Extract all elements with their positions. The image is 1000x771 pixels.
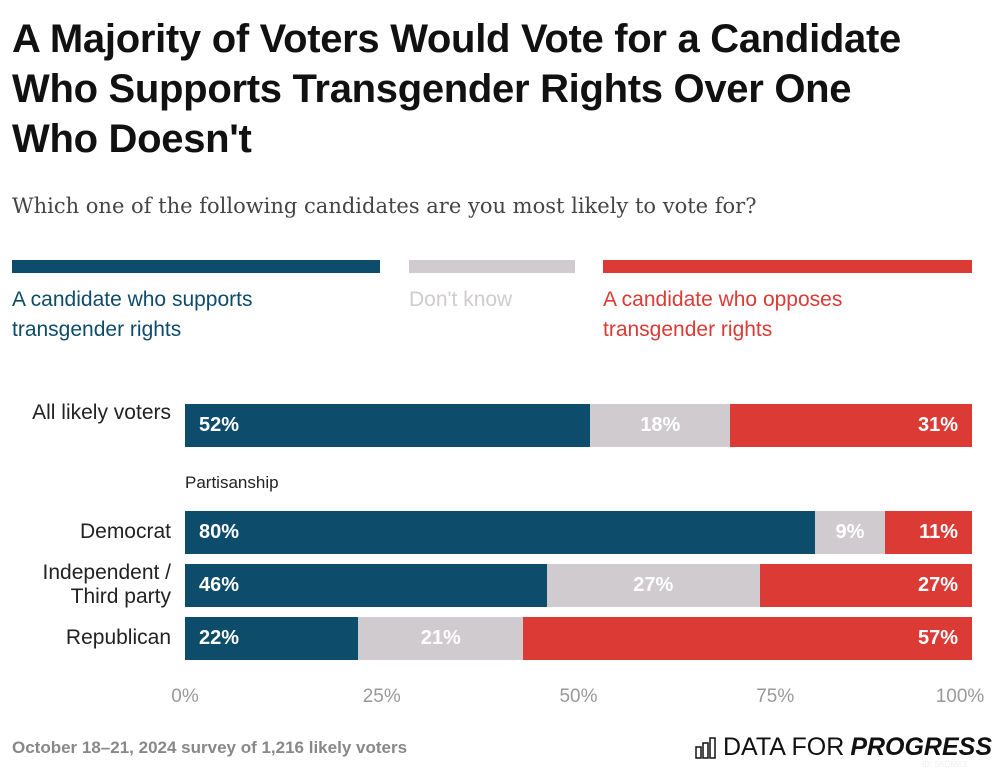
data-label: 57% — [917, 627, 958, 649]
legend-swatch — [12, 260, 380, 273]
category-label: Republican — [65, 626, 171, 649]
legend-label: A candidate who opposes transgender righ… — [603, 288, 843, 341]
watermark: ID: S6OME3 — [922, 760, 967, 769]
bar-segment — [814, 511, 886, 554]
bar-segment — [185, 617, 359, 660]
bar-segment — [185, 404, 591, 447]
data-label: 27% — [917, 574, 958, 596]
bar-segment — [185, 564, 548, 607]
bar-segment — [590, 404, 731, 447]
footer-note: October 18–21, 2024 survey of 1,216 like… — [12, 738, 408, 757]
data-label: 80% — [199, 521, 240, 543]
category-label: Independent / Third party — [42, 561, 171, 608]
bar-segment — [547, 564, 760, 607]
x-tick-label: 25% — [362, 686, 401, 707]
data-label: 9% — [835, 521, 865, 543]
x-tick-label: 75% — [756, 686, 795, 707]
category-label: All likely voters — [32, 401, 171, 424]
data-label: 21% — [420, 627, 461, 649]
data-label: 52% — [199, 414, 240, 436]
legend-item: Don't know — [409, 260, 575, 315]
data-label: 31% — [917, 414, 958, 436]
legend-item: A candidate who supports transgender rig… — [12, 260, 380, 345]
chart-title: A Majority of Voters Would Vote for a Ca… — [12, 17, 901, 161]
legend-swatch — [409, 260, 575, 273]
data-label: 46% — [199, 574, 240, 596]
chart-subtitle: Which one of the following candidates ar… — [12, 194, 757, 218]
data-label: 11% — [919, 521, 958, 543]
group-label: Partisanship — [185, 473, 279, 492]
data-label: 22% — [199, 627, 240, 649]
data-label: 27% — [633, 574, 674, 596]
legend-label: A candidate who supports transgender rig… — [12, 288, 253, 341]
logo: DATA FOR PROGRESS — [695, 733, 992, 762]
data-label: 18% — [640, 414, 681, 436]
bar-segment — [358, 617, 524, 660]
bar-segment — [185, 511, 815, 554]
logo-text-bold: PROGRESS — [850, 733, 993, 761]
category-label: Democrat — [79, 520, 171, 543]
bar-segment — [730, 404, 972, 447]
x-tick-label: 0% — [171, 686, 199, 707]
bar-segment — [523, 617, 972, 660]
logo-text-light: DATA FOR — [723, 733, 845, 761]
bar-segment — [885, 511, 972, 554]
bar-segment — [759, 564, 972, 607]
bar-chart-icon — [695, 736, 716, 759]
legend-item: A candidate who opposes transgender righ… — [603, 260, 972, 345]
legend-swatch — [603, 260, 972, 273]
x-tick-label: 100% — [935, 686, 985, 707]
x-tick-label: 50% — [559, 686, 598, 707]
legend-label: Don't know — [409, 288, 513, 311]
